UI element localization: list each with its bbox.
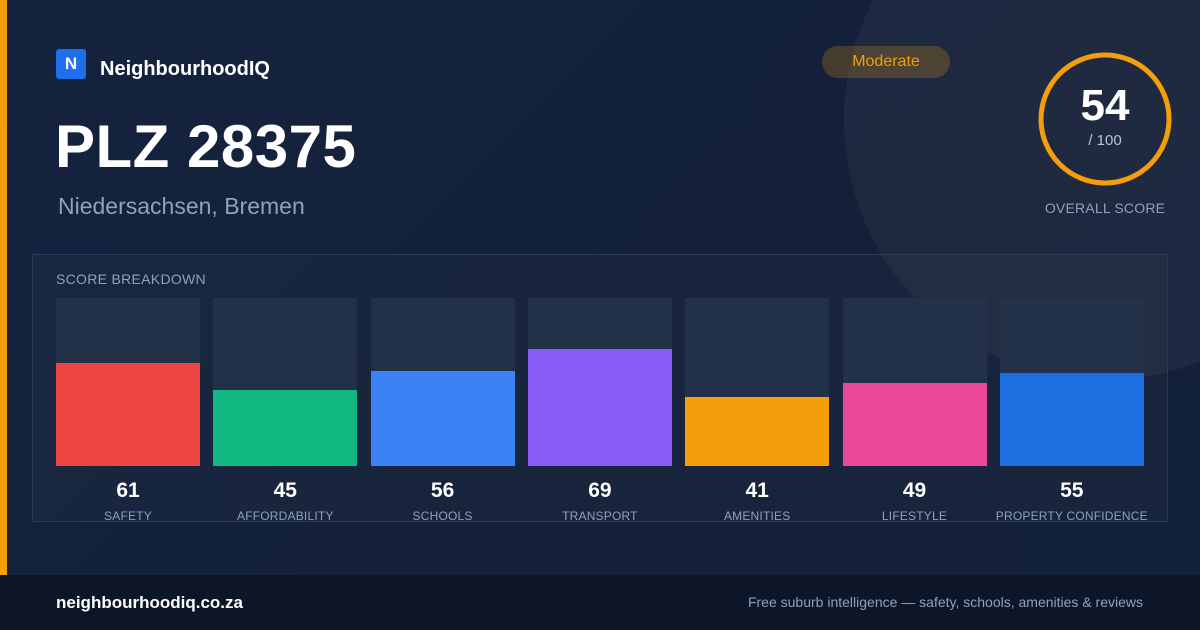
bar-category-label: AFFORDABILITY	[236, 509, 334, 523]
score-ring-graphic	[1029, 43, 1181, 195]
bar-column: 56 SCHOOLS	[370, 298, 515, 523]
footer-tagline: Free suburb intelligence — safety, schoo…	[747, 594, 1143, 610]
bar	[999, 373, 1144, 466]
location-subtitle: Niedersachsen, Bremen	[58, 193, 305, 219]
brand-logo-letter: N	[64, 53, 78, 73]
bar	[213, 389, 358, 466]
bar	[685, 396, 830, 466]
accent-strip	[0, 0, 7, 575]
overall-score-value: 54	[1080, 81, 1130, 130]
bar-column: 55 PROPERTY CONFIDENCE	[996, 298, 1148, 523]
bar	[56, 362, 200, 466]
brand-name: NeighbourhoodIQ	[100, 58, 270, 80]
bar-track	[213, 298, 358, 466]
bar-column: 61 SAFETY	[56, 298, 200, 523]
bar-column: 69 TRANSPORT	[527, 298, 672, 523]
rating-badge: Moderate	[822, 46, 950, 78]
bar-category-label: TRANSPORT	[562, 509, 638, 523]
bar-track	[370, 298, 515, 466]
page-title: PLZ 28375	[55, 113, 357, 180]
overall-score-ring: 54 / 100	[1028, 42, 1182, 196]
footer: neighbourhoodiq.co.za Free suburb intell…	[0, 575, 1200, 630]
bar	[842, 383, 987, 466]
bar-value-label: 41	[745, 479, 769, 502]
score-breakdown-title: SCORE BREAKDOWN	[56, 271, 206, 287]
bar	[370, 371, 515, 466]
brand-logo: N	[56, 48, 86, 79]
bar-value-label: 69	[588, 479, 612, 502]
overall-score-denominator: / 100	[1088, 132, 1122, 149]
bar-track	[999, 298, 1144, 466]
bar-value-label: 56	[430, 479, 455, 502]
overall-score-label: OVERALL SCORE	[1044, 200, 1166, 216]
bar-value-label: 55	[1060, 479, 1084, 502]
bar-column: 45 AFFORDABILITY	[213, 298, 358, 523]
bar-track	[56, 298, 200, 466]
score-breakdown-panel	[32, 254, 1168, 522]
bar-track	[685, 298, 830, 466]
footer-url[interactable]: neighbourhoodiq.co.za	[56, 593, 243, 612]
bar-category-label: SAFETY	[104, 509, 152, 523]
score-ring-arc	[1038, 52, 1172, 186]
bar-category-label: AMENITIES	[723, 509, 791, 523]
bar-column: 49 LIFESTYLE	[842, 298, 987, 523]
bar-category-label: SCHOOLS	[412, 509, 473, 523]
bar-value-label: 61	[116, 479, 140, 502]
bar-column: 41 AMENITIES	[685, 298, 830, 523]
bar	[527, 349, 672, 466]
bar-track	[842, 298, 987, 466]
score-ring-backdrop	[1029, 43, 1181, 195]
bar-value-label: 45	[273, 479, 297, 502]
bar-category-label: PROPERTY CONFIDENCE	[995, 509, 1148, 523]
brand: N NeighbourhoodIQ	[56, 46, 270, 81]
bar-value-label: 49	[902, 479, 927, 502]
bar-track	[527, 298, 672, 466]
bar-category-label: LIFESTYLE	[881, 509, 948, 523]
